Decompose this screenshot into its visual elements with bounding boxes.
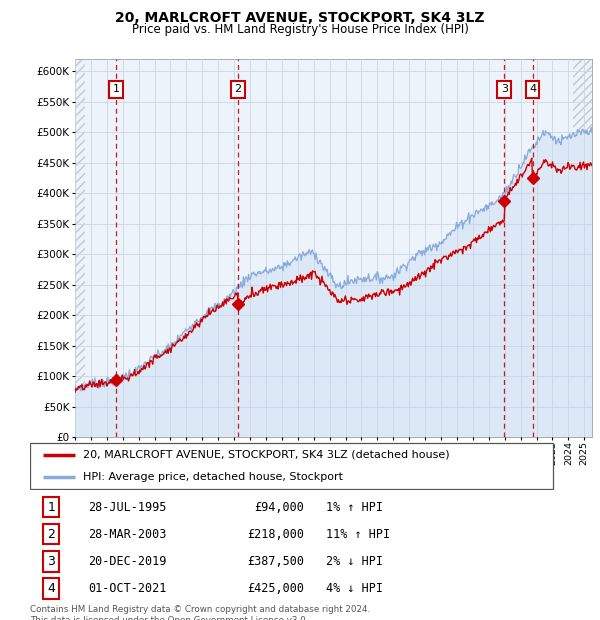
Text: Contains HM Land Registry data © Crown copyright and database right 2024.: Contains HM Land Registry data © Crown c… bbox=[30, 605, 370, 614]
Bar bbox=[75, 59, 85, 437]
Text: 11% ↑ HPI: 11% ↑ HPI bbox=[326, 528, 390, 541]
Text: 20, MARLCROFT AVENUE, STOCKPORT, SK4 3LZ: 20, MARLCROFT AVENUE, STOCKPORT, SK4 3LZ bbox=[115, 11, 485, 25]
Text: £94,000: £94,000 bbox=[254, 500, 305, 513]
Text: 1: 1 bbox=[47, 500, 55, 513]
Text: 20, MARLCROFT AVENUE, STOCKPORT, SK4 3LZ (detached house): 20, MARLCROFT AVENUE, STOCKPORT, SK4 3LZ… bbox=[83, 450, 449, 459]
Text: 4: 4 bbox=[529, 84, 536, 94]
Text: £387,500: £387,500 bbox=[248, 555, 305, 568]
Text: 4% ↓ HPI: 4% ↓ HPI bbox=[326, 582, 383, 595]
Text: 20-DEC-2019: 20-DEC-2019 bbox=[88, 555, 166, 568]
Text: HPI: Average price, detached house, Stockport: HPI: Average price, detached house, Stoc… bbox=[83, 472, 343, 482]
Text: 2: 2 bbox=[235, 84, 242, 94]
FancyBboxPatch shape bbox=[30, 443, 553, 489]
Text: 1: 1 bbox=[112, 84, 119, 94]
Text: 3: 3 bbox=[500, 84, 508, 94]
Text: This data is licensed under the Open Government Licence v3.0.: This data is licensed under the Open Gov… bbox=[30, 616, 308, 620]
Text: Price paid vs. HM Land Registry's House Price Index (HPI): Price paid vs. HM Land Registry's House … bbox=[131, 23, 469, 36]
Text: 2: 2 bbox=[47, 528, 55, 541]
Text: 3: 3 bbox=[47, 555, 55, 568]
Text: £218,000: £218,000 bbox=[248, 528, 305, 541]
Text: £425,000: £425,000 bbox=[248, 582, 305, 595]
Text: 4: 4 bbox=[47, 582, 55, 595]
Text: 2% ↓ HPI: 2% ↓ HPI bbox=[326, 555, 383, 568]
Text: 28-JUL-1995: 28-JUL-1995 bbox=[88, 500, 166, 513]
Text: 01-OCT-2021: 01-OCT-2021 bbox=[88, 582, 166, 595]
Bar bbox=[573, 59, 600, 437]
Text: 28-MAR-2003: 28-MAR-2003 bbox=[88, 528, 166, 541]
Text: 1% ↑ HPI: 1% ↑ HPI bbox=[326, 500, 383, 513]
